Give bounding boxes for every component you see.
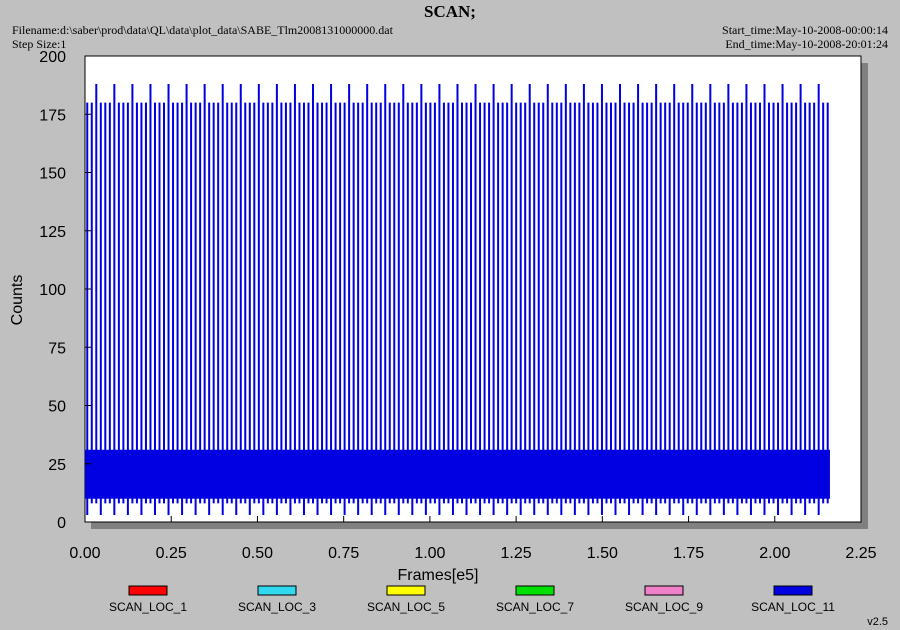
y-tick-label: 125 bbox=[39, 224, 66, 241]
filename-text: Filename:d:\saber\prod\data\QL\data\plot… bbox=[12, 23, 393, 37]
legend-swatch bbox=[644, 585, 684, 596]
x-tick-label: 0.25 bbox=[156, 545, 187, 562]
legend-label: SCAN_LOC_7 bbox=[496, 600, 574, 614]
x-tick-label: 2.00 bbox=[759, 545, 790, 562]
time-info: Start_time:May-10-2008-00:00:14 End_time… bbox=[722, 23, 888, 51]
step-size-text: Step Size:1 bbox=[12, 37, 67, 51]
axis-layer: 0.00 0.25 0.50 0.75 1.00 1.25 1.50 1.75 2.00 2.25… bbox=[39, 49, 876, 562]
start-time-text: Start_time:May-10-2008-00:00:14 bbox=[722, 23, 888, 37]
x-axis-label: Frames[e5] bbox=[398, 567, 479, 584]
x-tick-label: 2.25 bbox=[845, 545, 876, 562]
legend-label: SCAN_LOC_1 bbox=[109, 600, 187, 614]
legend-swatch bbox=[128, 585, 168, 596]
y-tick-label: 100 bbox=[39, 282, 66, 299]
y-tick-label: 200 bbox=[39, 49, 66, 66]
legend-label: SCAN_LOC_5 bbox=[367, 600, 445, 614]
x-tick-label: 1.75 bbox=[673, 545, 704, 562]
x-tick-label: 1.25 bbox=[501, 545, 532, 562]
legend-label: SCAN_LOC_3 bbox=[238, 600, 316, 614]
version-label: v2.5 bbox=[867, 616, 888, 628]
end-time-text: End_time:May-10-2008-20:01:24 bbox=[725, 37, 888, 51]
chart-title: SCAN; bbox=[424, 2, 476, 21]
legend-label: SCAN_LOC_11 bbox=[751, 600, 835, 614]
y-tick-label: 0 bbox=[57, 515, 66, 532]
legend-swatch bbox=[386, 585, 426, 596]
y-tick-label: 50 bbox=[48, 399, 66, 416]
legend-label: SCAN_LOC_9 bbox=[625, 600, 703, 614]
x-tick-label: 1.00 bbox=[414, 545, 445, 562]
y-tick-label: 150 bbox=[39, 166, 66, 183]
x-tick-label: 1.50 bbox=[587, 545, 618, 562]
legend: SCAN_LOC_1 SCAN_LOC_3 SCAN_LOC_5 SCAN_LOC_7… bbox=[109, 585, 835, 614]
file-info: Filename:d:\saber\prod\data\QL\data\plot… bbox=[12, 23, 393, 51]
legend-swatch bbox=[773, 585, 813, 596]
y-tick-label: 75 bbox=[48, 340, 66, 357]
y-tick-label: 25 bbox=[48, 457, 66, 474]
x-tick-label: 0.00 bbox=[69, 545, 100, 562]
series-scan-loc-11 bbox=[85, 83, 830, 516]
y-axis-label: Counts bbox=[9, 275, 26, 326]
series-layer bbox=[85, 83, 830, 516]
x-tick-label: 0.75 bbox=[328, 545, 359, 562]
y-tick-label: 175 bbox=[39, 107, 66, 124]
x-tick-label: 0.50 bbox=[242, 545, 273, 562]
legend-swatch bbox=[515, 585, 555, 596]
legend-swatch bbox=[257, 585, 297, 596]
